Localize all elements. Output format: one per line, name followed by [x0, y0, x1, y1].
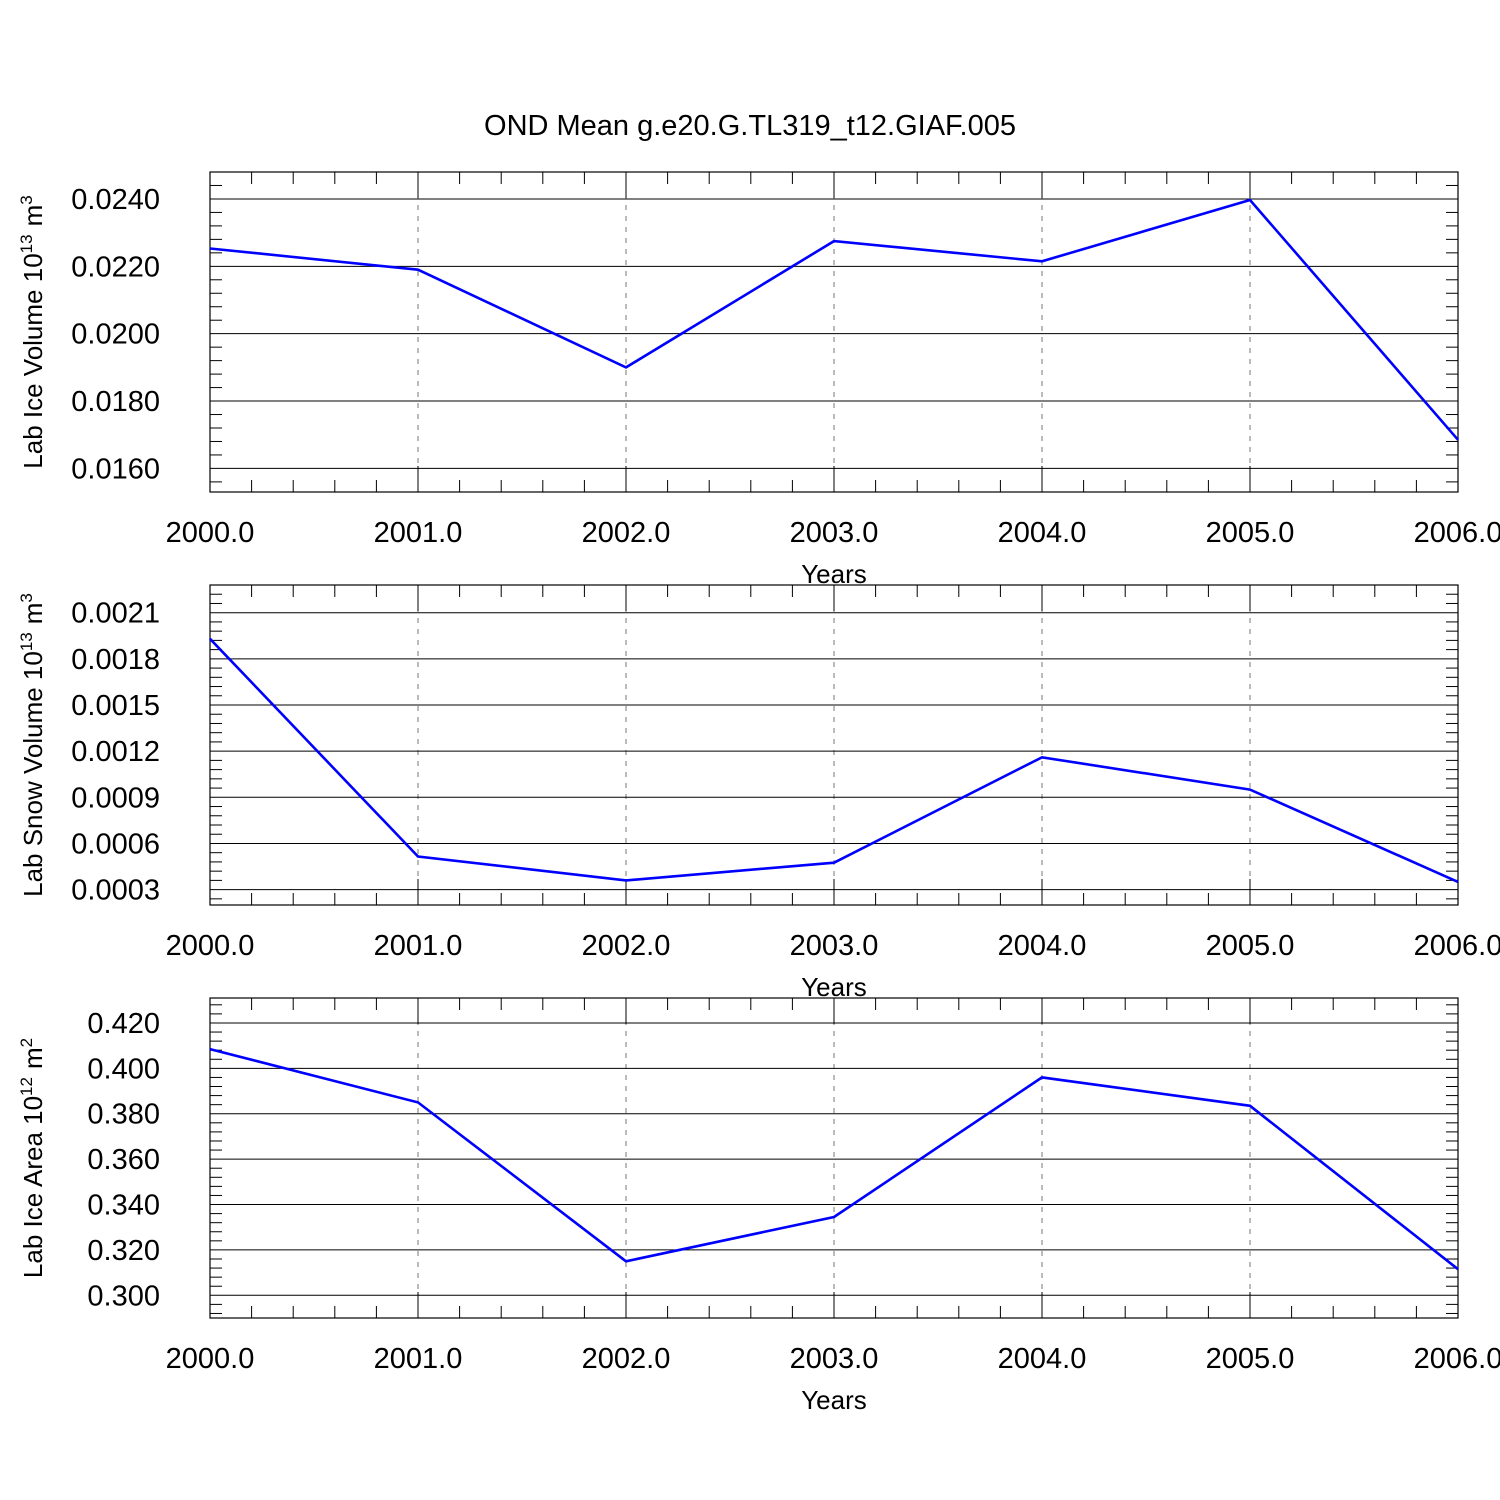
y-tick-label: 0.0021	[71, 598, 160, 630]
x-tick-label: 2005.0	[1206, 1343, 1295, 1375]
y-tick-label: 0.0012	[71, 736, 160, 768]
x-tick-label: 2000.0	[166, 517, 255, 549]
y-tick-label: 0.0240	[71, 184, 160, 216]
x-tick-label: 2003.0	[790, 517, 879, 549]
y-tick-label: 0.400	[87, 1053, 160, 1085]
y-axis-label: Lab Snow Volume 1013 m3	[17, 593, 48, 897]
x-axis-label: Years	[801, 559, 867, 589]
chart-title: OND Mean g.e20.G.TL319_t12.GIAF.005	[484, 110, 1016, 142]
y-tick-label: 0.0220	[71, 251, 160, 283]
x-tick-label: 2000.0	[166, 930, 255, 962]
y-axis-label-exponent: 12	[17, 1077, 36, 1096]
x-tick-label: 2005.0	[1206, 930, 1295, 962]
y-tick-label: 0.0018	[71, 644, 160, 676]
y-tick-label: 0.360	[87, 1144, 160, 1176]
y-axis-label-text: Lab Snow Volume 10	[18, 651, 48, 897]
chart-panels: 0.0160 0.0180 0.0200 0.0220 0.0240 2000.0 2001…	[17, 171, 1500, 1415]
y-axis-label: Lab Ice Volume 1013 m3	[17, 195, 48, 468]
chart-panel-1: 0.0160 0.0180 0.0200 0.0220 0.0240 2000.0 2001…	[17, 171, 1500, 589]
x-tick-label: 2006.0	[1414, 1343, 1500, 1375]
y-axis-label-unit-exponent: 3	[17, 593, 36, 602]
y-tick-label: 0.0160	[71, 453, 160, 485]
y-tick-label: 0.0006	[71, 828, 160, 860]
x-tick-label: 2004.0	[998, 517, 1087, 549]
y-tick-label: 0.0200	[71, 319, 160, 351]
x-tick-label: 2003.0	[790, 930, 879, 962]
y-tick-label: 0.420	[87, 1008, 160, 1040]
y-tick-label: 0.0003	[71, 875, 160, 907]
x-tick-label: 2004.0	[998, 930, 1087, 962]
x-tick-label: 2006.0	[1414, 517, 1500, 549]
x-tick-label: 2001.0	[374, 517, 463, 549]
y-tick-label: 0.0015	[71, 690, 160, 722]
y-tick-label: 0.300	[87, 1280, 160, 1312]
y-tick-label: 0.0180	[71, 386, 160, 418]
y-tick-label: 0.380	[87, 1099, 160, 1131]
x-tick-label: 2001.0	[374, 930, 463, 962]
y-axis-label-text: Lab Ice Area 10	[18, 1096, 48, 1278]
y-axis-label-unit: m	[18, 1047, 48, 1069]
y-axis-label: Lab Ice Area 1012 m2	[17, 1038, 48, 1278]
x-axis-label: Years	[801, 1385, 867, 1415]
x-tick-label: 2003.0	[790, 1343, 879, 1375]
x-tick-label: 2002.0	[582, 930, 671, 962]
y-tick-label: 0.320	[87, 1235, 160, 1267]
y-axis-label-exponent: 13	[17, 234, 36, 253]
x-tick-label: 2000.0	[166, 1343, 255, 1375]
y-tick-label: 0.340	[87, 1190, 160, 1222]
x-tick-label: 2004.0	[998, 1343, 1087, 1375]
y-axis-label-unit-exponent: 2	[17, 1038, 36, 1047]
chart-panel-2: 0.0003 0.0006 0.0009 0.0012 0.0015 0.0018 0.00…	[17, 584, 1500, 1002]
y-axis-label-exponent: 13	[17, 632, 36, 651]
y-tick-label: 0.0009	[71, 782, 160, 814]
chart-panel-3: 0.300 0.320 0.340 0.360 0.380 0.400 0.420 2000.…	[17, 997, 1500, 1415]
y-axis-label-unit: m	[18, 205, 48, 227]
x-tick-label: 2001.0	[374, 1343, 463, 1375]
x-axis-label: Years	[801, 972, 867, 1002]
y-axis-label-unit: m	[18, 603, 48, 625]
y-axis-label-unit-exponent: 3	[17, 195, 36, 204]
x-tick-label: 2006.0	[1414, 930, 1500, 962]
y-axis-label-text: Lab Ice Volume 10	[18, 253, 48, 468]
x-tick-label: 2002.0	[582, 517, 671, 549]
x-tick-label: 2002.0	[582, 1343, 671, 1375]
x-tick-label: 2005.0	[1206, 517, 1295, 549]
